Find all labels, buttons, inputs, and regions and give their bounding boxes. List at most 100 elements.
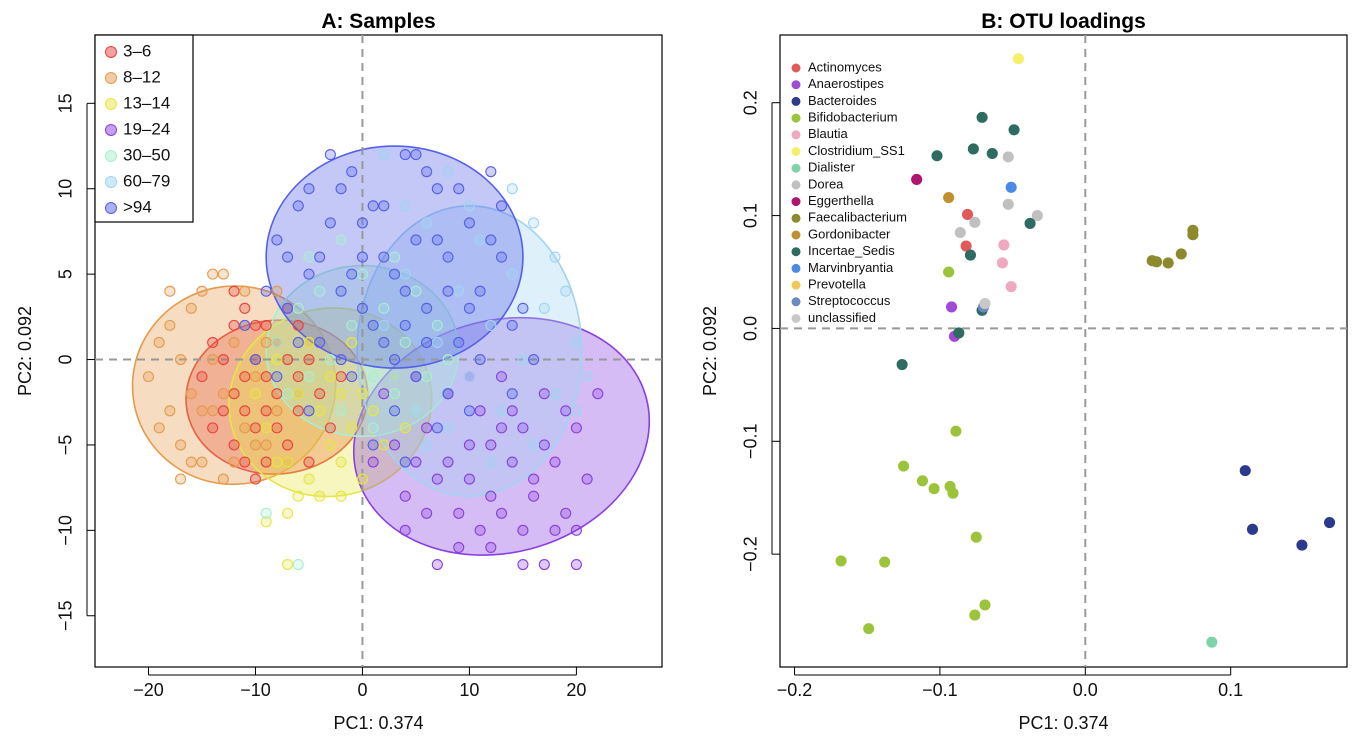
data-point — [228, 439, 240, 451]
data-point — [303, 371, 315, 383]
data-point — [442, 388, 454, 400]
data-point — [463, 405, 475, 417]
data-point — [442, 353, 454, 366]
legend-label: 30–50 — [123, 145, 170, 164]
data-point — [271, 388, 283, 400]
data-point — [431, 558, 443, 571]
data-point — [239, 319, 251, 331]
data-point — [967, 143, 979, 155]
data-point — [335, 405, 347, 417]
data-point — [506, 456, 518, 468]
legend-label: >94 — [123, 197, 152, 216]
data-point — [292, 302, 304, 314]
data-point — [969, 216, 981, 228]
legend-marker — [791, 230, 801, 240]
data-point — [570, 558, 582, 571]
data-point — [314, 336, 326, 349]
data-point — [570, 405, 582, 417]
data-point — [1002, 198, 1014, 210]
data-point — [282, 439, 294, 451]
data-point — [388, 371, 401, 383]
data-point — [314, 285, 326, 297]
data-point — [378, 388, 390, 400]
data-point — [931, 150, 943, 162]
data-point — [303, 336, 315, 349]
data-point — [260, 516, 272, 528]
data-point — [979, 599, 991, 611]
data-point — [954, 226, 966, 239]
data-point — [282, 251, 294, 263]
legend-marker — [105, 202, 117, 214]
data-point — [153, 336, 165, 349]
data-point — [292, 336, 304, 349]
data-point — [249, 353, 262, 366]
legend-marker — [105, 124, 117, 136]
x-tick-label: 0.1 — [1218, 680, 1243, 700]
legend-marker — [791, 197, 801, 207]
data-point — [528, 490, 540, 502]
data-point — [549, 388, 561, 400]
data-point — [207, 353, 219, 366]
data-point — [217, 268, 229, 280]
data-point — [356, 268, 369, 280]
data-point — [979, 298, 991, 310]
legend-label: 13–14 — [123, 93, 170, 112]
data-point — [367, 405, 379, 417]
legend-label: 8–12 — [123, 67, 161, 86]
data-point — [282, 558, 294, 571]
data-point — [898, 460, 910, 472]
data-point — [239, 456, 251, 468]
y-tick-label: 0.0 — [741, 316, 761, 341]
data-point — [442, 285, 454, 297]
data-point — [185, 456, 197, 468]
y-tick-label: 10 — [56, 179, 76, 199]
data-point — [538, 388, 550, 400]
y-tick-label: −0.2 — [741, 536, 761, 572]
data-point — [399, 422, 411, 434]
legend-marker — [791, 180, 801, 190]
legend-marker — [791, 297, 801, 307]
data-point — [196, 285, 208, 297]
data-point — [324, 371, 336, 383]
data-point — [1187, 224, 1199, 236]
x-tick-label: 0.0 — [1073, 680, 1098, 700]
data-point — [421, 439, 433, 451]
data-point — [185, 302, 197, 314]
data-point — [943, 191, 955, 204]
data-point — [292, 490, 304, 502]
legend-label: Anaerostipes — [808, 76, 884, 91]
data-point — [410, 371, 422, 383]
data-point — [538, 439, 550, 451]
data-point — [560, 405, 572, 417]
data-point — [388, 268, 401, 280]
data-point — [378, 336, 390, 349]
data-point — [960, 240, 972, 252]
data-point — [1008, 124, 1020, 136]
data-point — [969, 609, 981, 621]
data-point — [863, 623, 875, 635]
x-tick-label: −20 — [133, 680, 164, 700]
data-point — [410, 456, 422, 468]
legend-marker — [791, 247, 801, 257]
legend-label: Bifidobacterium — [808, 110, 898, 125]
data-point — [378, 319, 390, 331]
legend-label: 60–79 — [123, 171, 170, 190]
legend-marker — [791, 263, 801, 273]
legend-label: Marvinbryantia — [808, 260, 894, 275]
data-point — [271, 336, 283, 349]
data-point — [570, 336, 582, 349]
data-point — [950, 425, 962, 437]
legend-label: unclassified — [808, 310, 876, 325]
data-point — [335, 371, 347, 383]
data-point — [896, 358, 908, 371]
data-point — [228, 285, 240, 297]
data-point — [303, 183, 315, 195]
data-point — [1024, 217, 1036, 230]
data-point — [517, 422, 529, 434]
data-point — [453, 336, 465, 349]
data-point — [314, 405, 326, 417]
data-point — [367, 371, 379, 383]
data-point — [346, 371, 358, 383]
data-point — [916, 475, 929, 487]
data-point — [292, 405, 304, 417]
